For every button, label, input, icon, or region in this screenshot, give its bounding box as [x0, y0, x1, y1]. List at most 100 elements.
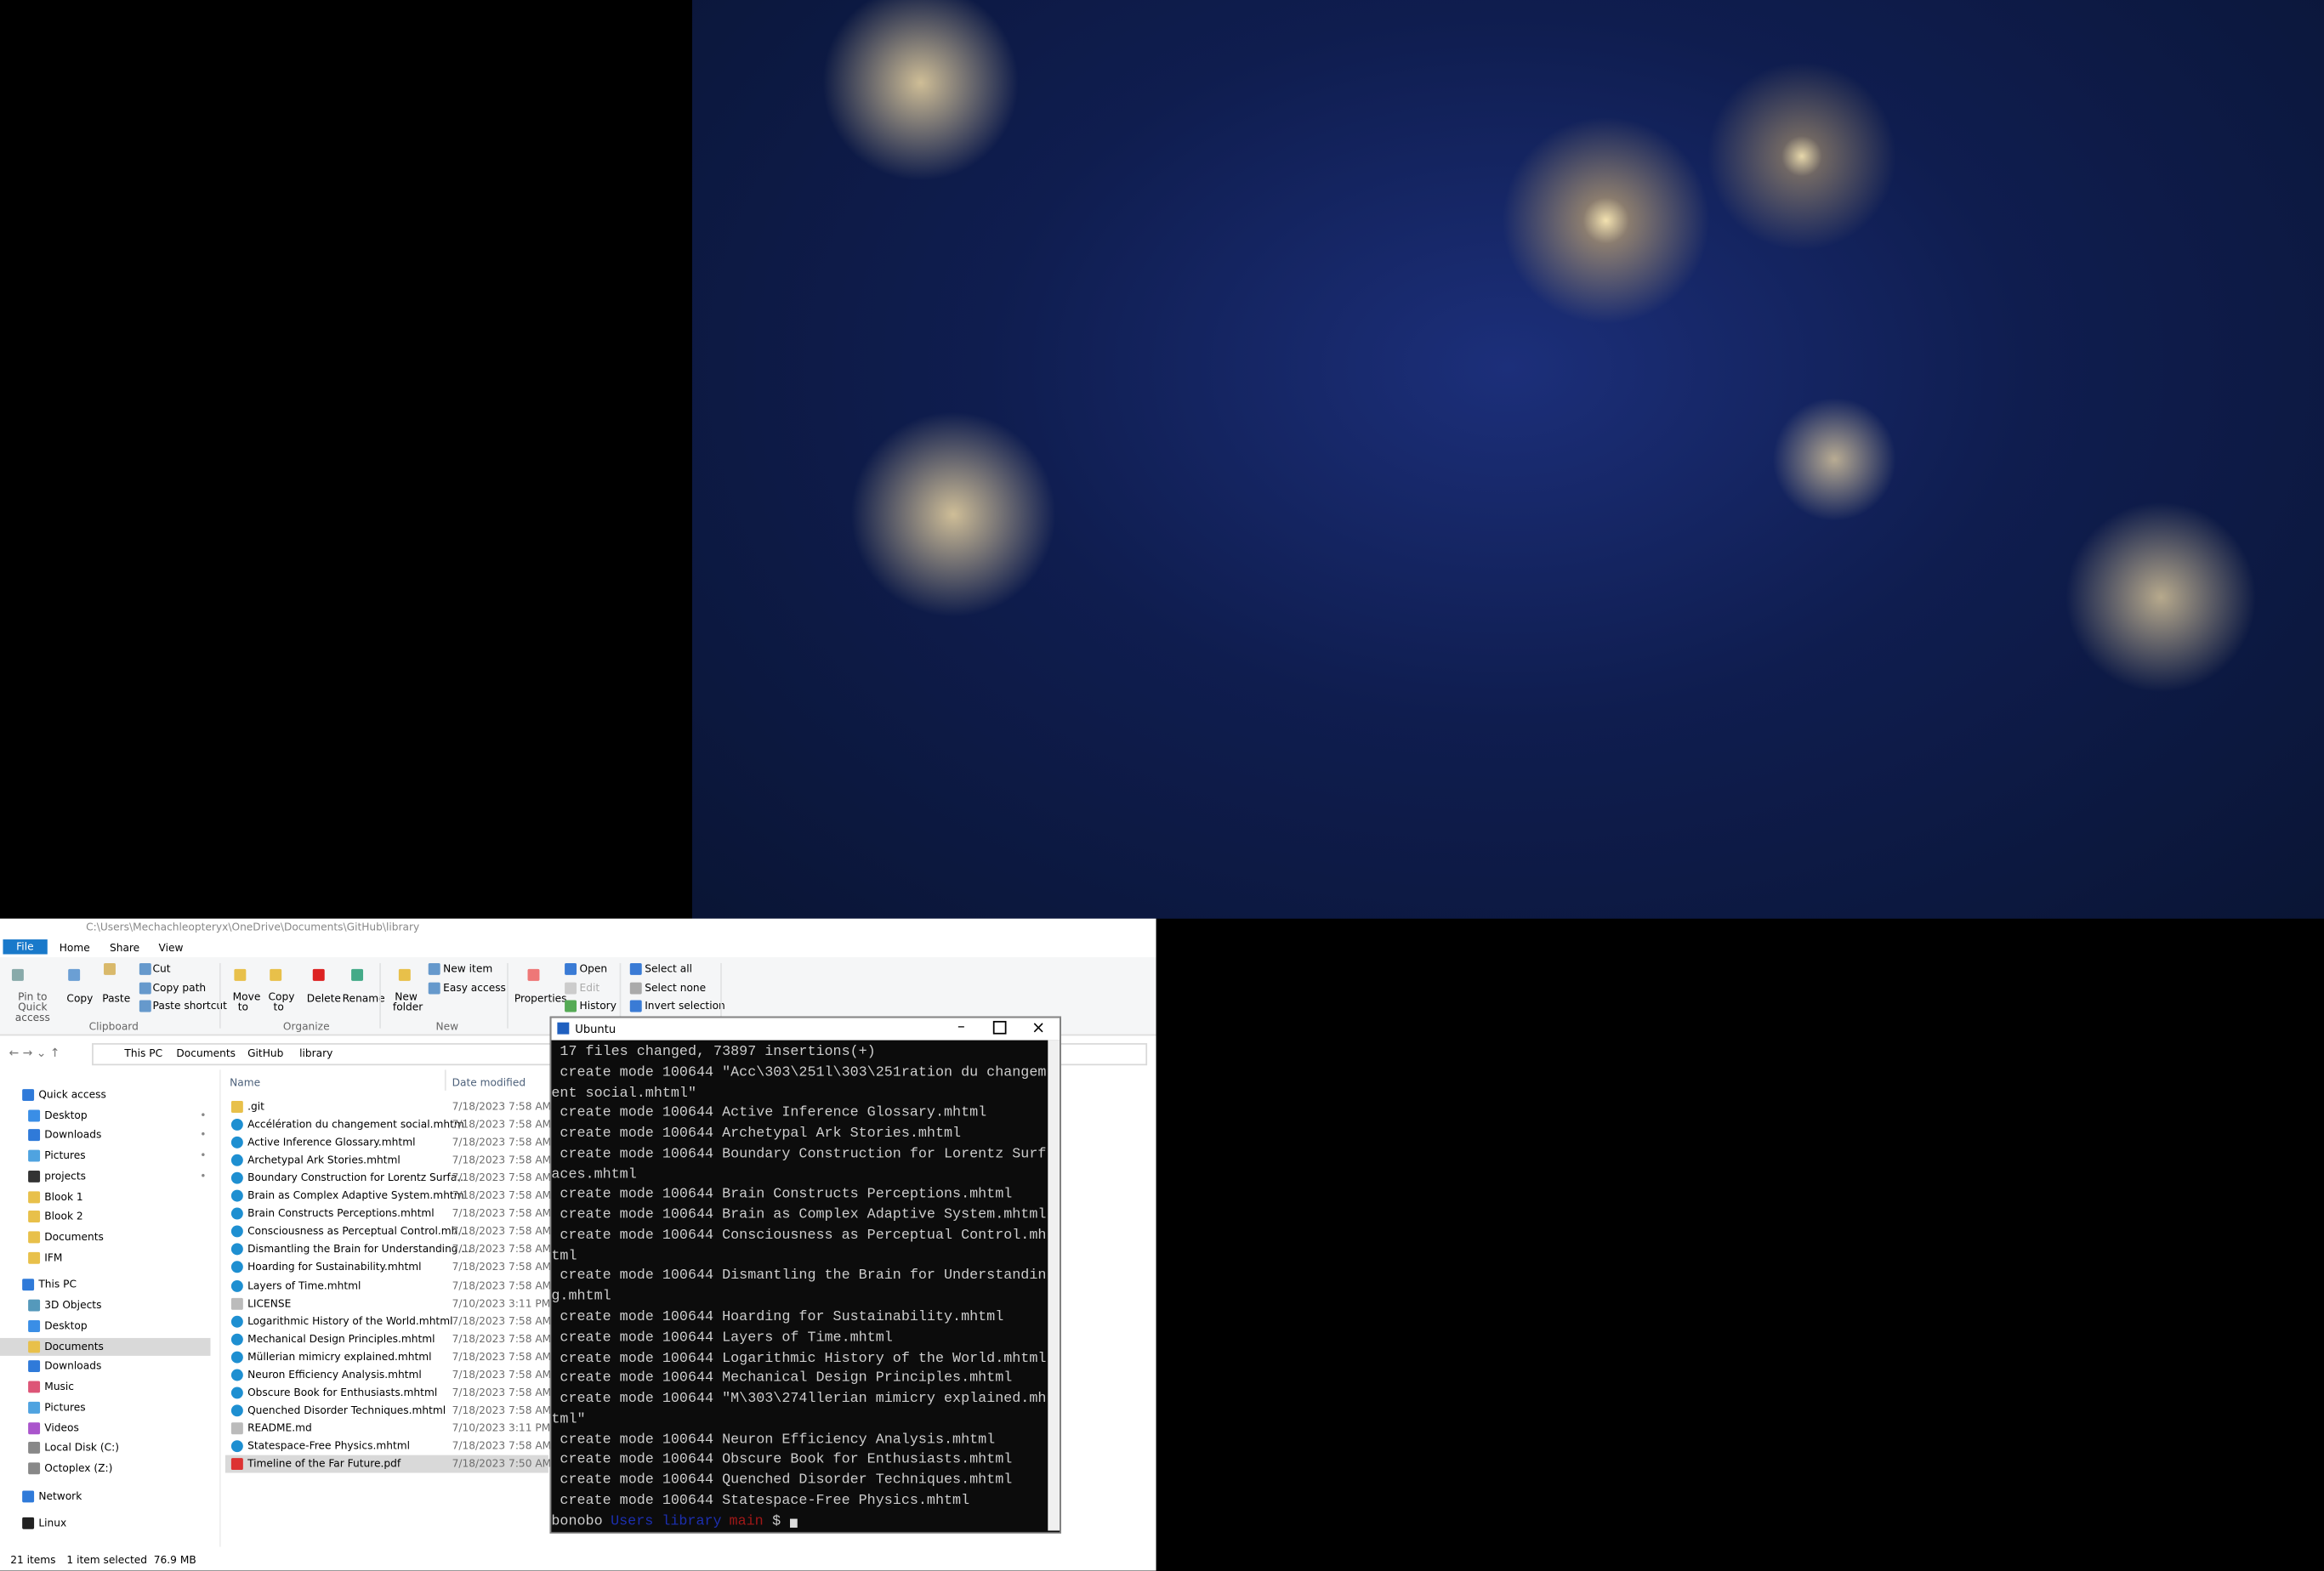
file-name[interactable]: Statespace-Free Physics.mhtml	[247, 1440, 411, 1453]
nav-item[interactable]: Documents	[44, 1231, 104, 1244]
nav-icon	[28, 1149, 41, 1162]
ribbon-button[interactable]: Delete	[306, 992, 341, 1005]
breadcrumb[interactable]: This PC	[124, 1047, 163, 1060]
ribbon-button[interactable]: Copy	[66, 992, 94, 1005]
file-name[interactable]: Dismantling the Brain for Understanding.…	[247, 1244, 472, 1256]
file-date: 7/18/2023 7:58 AM	[452, 1244, 552, 1256]
nav-icon	[28, 1381, 41, 1393]
file-name[interactable]: Quenched Disorder Techniques.mhtml	[247, 1404, 446, 1417]
ribbon-button[interactable]: Rename	[342, 992, 385, 1005]
file-name[interactable]: Brain as Complex Adaptive System.mhtml	[247, 1190, 467, 1203]
ribbon-button[interactable]: Edit	[579, 982, 600, 995]
ribbon-button[interactable]: Cut	[152, 962, 171, 975]
terminal-line: create mode 100644 Active Inference Glos…	[551, 1104, 987, 1121]
ribbon-button[interactable]: Open	[579, 962, 608, 975]
terminal-line: create mode 100644 Brain as Complex Adap…	[551, 1206, 1047, 1223]
pin-icon: •	[200, 1109, 207, 1122]
nav-item[interactable]: Desktop	[44, 1320, 88, 1332]
ribbon-button[interactable]: Copy path	[152, 982, 207, 995]
file-name[interactable]: Obscure Book for Enthusiasts.mhtml	[247, 1387, 438, 1399]
nav-item[interactable]: Local Disk (C:)	[44, 1441, 120, 1454]
ribbon-button[interactable]: Paste	[102, 992, 131, 1005]
terminal-title: Ubuntu	[575, 1022, 617, 1036]
wallpaper	[691, 0, 2324, 919]
nav-item[interactable]: This PC	[38, 1279, 77, 1291]
breadcrumb[interactable]: GitHub	[247, 1047, 284, 1060]
scrollbar[interactable]	[1048, 1040, 1060, 1531]
file-name[interactable]: Neuron Efficiency Analysis.mhtml	[247, 1369, 422, 1381]
nav-item[interactable]: Downloads	[44, 1360, 102, 1373]
ribbon-icon	[68, 968, 81, 981]
breadcrumb[interactable]: Documents	[176, 1047, 236, 1060]
file-name[interactable]: LICENSE	[247, 1297, 292, 1310]
nav-item[interactable]: Documents	[44, 1341, 104, 1353]
file-name[interactable]: Brain Constructs Perceptions.mhtml	[247, 1208, 435, 1221]
nav-item[interactable]: Music	[44, 1381, 75, 1393]
ribbon-button[interactable]: Select all	[645, 962, 692, 975]
ribbon-button[interactable]: Paste shortcut	[152, 1000, 227, 1012]
file-name[interactable]: Accélération du changement social.mhtml	[247, 1119, 468, 1131]
file-name[interactable]: Active Inference Glossary.mhtml	[247, 1137, 416, 1148]
file-name[interactable]: Logarithmic History of the World.mhtml	[247, 1315, 453, 1328]
nav-buttons[interactable]: ← → ⌄ ↑	[9, 1046, 60, 1060]
nav-item[interactable]: Quick access	[38, 1089, 106, 1102]
file-name[interactable]: Layers of Time.mhtml	[247, 1279, 361, 1292]
ribbon-tab[interactable]: View	[158, 942, 184, 955]
window-title: C:\Users\Mechachleopteryx\OneDrive\Docum…	[86, 922, 420, 934]
ribbon-button[interactable]: New folder	[392, 991, 423, 1014]
file-name[interactable]: Boundary Construction for Lorentz Surfa.…	[247, 1172, 467, 1184]
nav-icon	[28, 1211, 41, 1222]
ribbon-button[interactable]: Properties	[514, 992, 567, 1005]
ribbon-tab[interactable]: File	[3, 939, 48, 955]
file-name[interactable]: Müllerian mimicry explained.mhtml	[247, 1351, 432, 1364]
file-date: 7/18/2023 7:58 AM	[452, 1226, 552, 1239]
file-icon	[230, 1262, 243, 1273]
nav-item[interactable]: Network	[38, 1490, 82, 1503]
ribbon-icon	[11, 968, 24, 981]
nav-icon	[28, 1251, 41, 1264]
nav-item[interactable]: Downloads	[44, 1129, 102, 1142]
nav-item[interactable]: 3D Objects	[44, 1299, 102, 1312]
nav-item[interactable]: Blook 2	[44, 1211, 83, 1222]
ribbon-button[interactable]: Easy access	[443, 982, 506, 995]
maximize-button[interactable]	[992, 1020, 1007, 1035]
ribbon-button[interactable]: Pin to Quick access	[14, 991, 50, 1024]
minimize-button[interactable]: –	[957, 1019, 965, 1036]
file-name[interactable]: .git	[247, 1101, 264, 1113]
column-header[interactable]: Name	[230, 1077, 261, 1090]
ribbon-button[interactable]: History	[579, 1000, 617, 1012]
nav-item[interactable]: Videos	[44, 1422, 79, 1435]
ribbon-tab[interactable]: Home	[59, 942, 90, 955]
ribbon-button[interactable]: Move to	[232, 991, 261, 1014]
ribbon-button[interactable]: New item	[443, 962, 493, 975]
close-button[interactable]: ×	[1031, 1018, 1046, 1038]
ribbon-button[interactable]: Select none	[645, 982, 707, 995]
nav-item[interactable]: projects	[44, 1170, 87, 1183]
status-selection: 1 item selected 76.9 MB	[66, 1554, 196, 1567]
file-name[interactable]: README.md	[247, 1422, 312, 1435]
nav-icon	[28, 1401, 41, 1414]
file-name[interactable]: Hoarding for Sustainability.mhtml	[247, 1262, 422, 1273]
column-header[interactable]: Date modified	[452, 1077, 526, 1090]
ribbon-tab[interactable]: Share	[109, 942, 140, 955]
nav-item[interactable]: Pictures	[44, 1149, 86, 1162]
nav-icon	[22, 1517, 35, 1529]
file-name[interactable]: Consciousness as Perceptual Control.mh..…	[247, 1226, 468, 1239]
nav-item[interactable]: Octoplex (Z:)	[44, 1462, 113, 1475]
nav-item[interactable]: Desktop	[44, 1109, 88, 1122]
terminal-line: create mode 100644 Statespace-Free Physi…	[551, 1492, 970, 1509]
file-name[interactable]: Timeline of the Far Future.pdf	[247, 1458, 401, 1471]
breadcrumb[interactable]: library	[299, 1047, 333, 1060]
terminal-title-bar	[551, 1018, 1060, 1041]
ribbon-button[interactable]: Invert selection	[645, 1000, 725, 1012]
file-date: 7/18/2023 7:58 AM	[452, 1154, 552, 1166]
ribbon-icon	[428, 962, 440, 975]
ribbon-button[interactable]: Copy to	[268, 991, 295, 1014]
nav-item[interactable]: Blook 1	[44, 1191, 83, 1204]
file-name[interactable]: Mechanical Design Principles.mhtml	[247, 1333, 435, 1346]
terminal-line: create mode 100644 Consciousness as Perc…	[551, 1227, 1047, 1244]
file-name[interactable]: Archetypal Ark Stories.mhtml	[247, 1154, 401, 1166]
nav-item[interactable]: IFM	[44, 1251, 63, 1264]
nav-item[interactable]: Linux	[38, 1517, 67, 1529]
nav-item[interactable]: Pictures	[44, 1401, 86, 1414]
